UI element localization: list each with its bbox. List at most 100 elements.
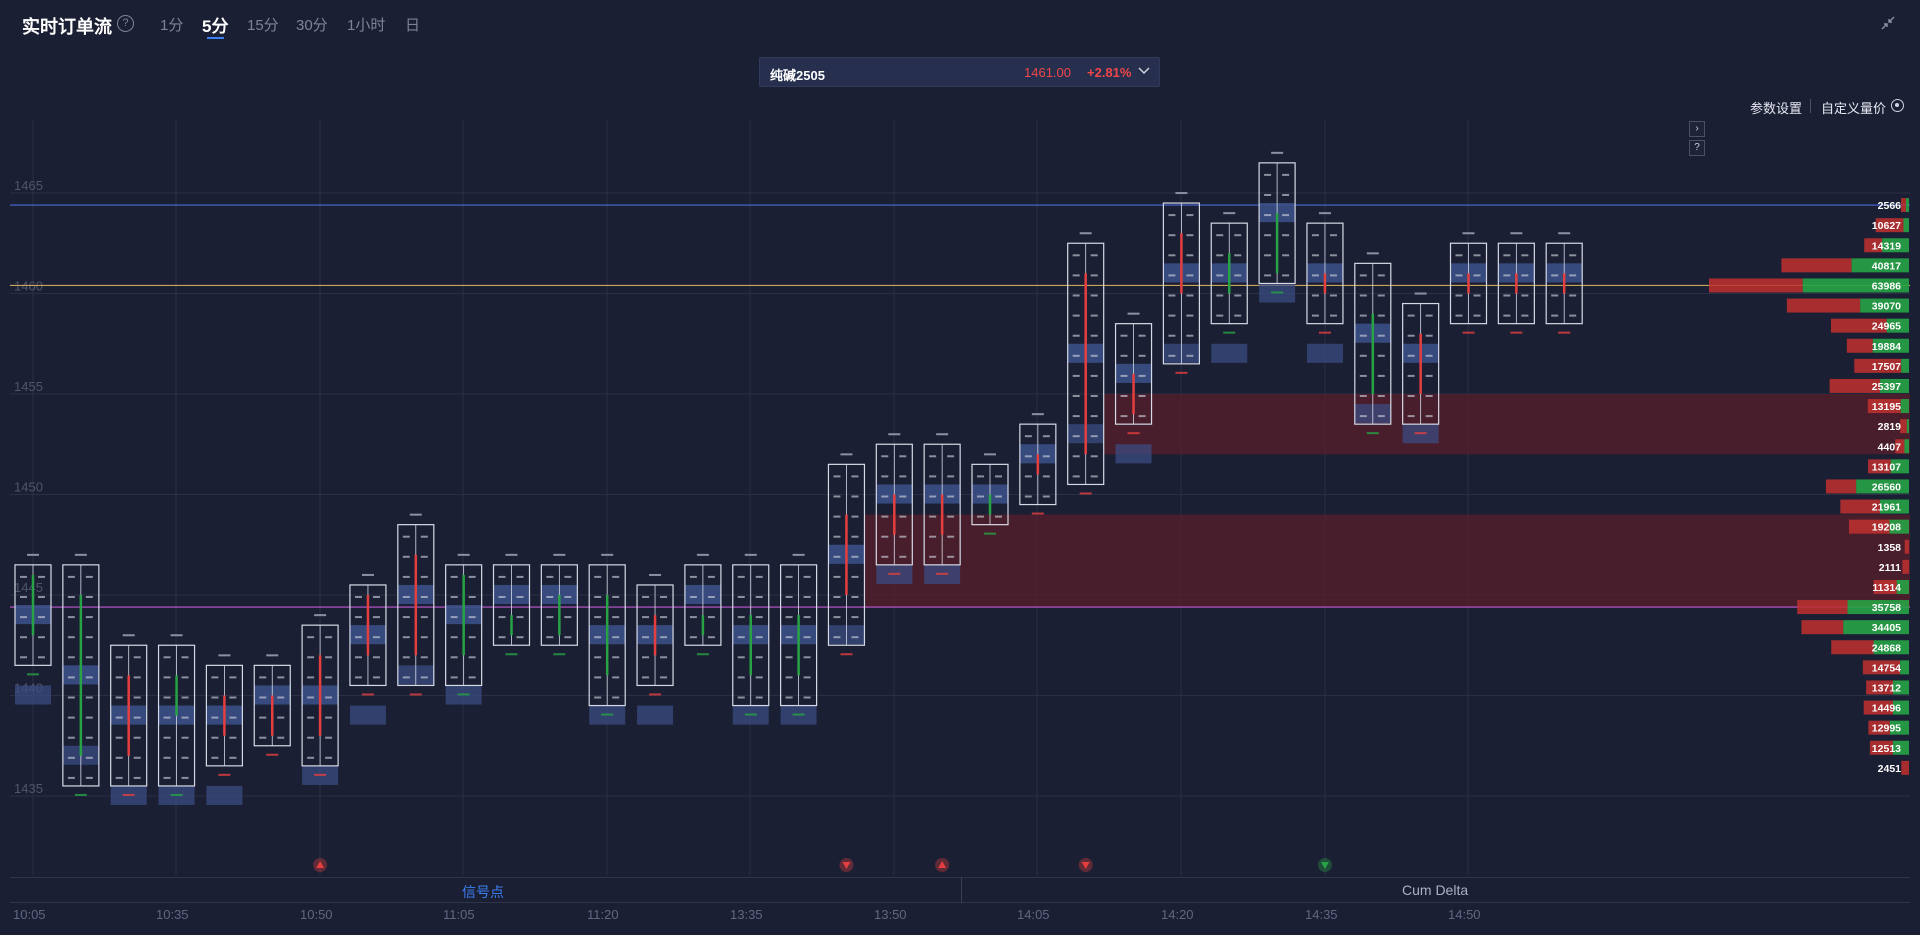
cell-ask-value [420,596,428,598]
cell-ask-value [277,736,285,739]
cell-bid-value [1503,294,1511,297]
cell-bid-value [833,515,841,518]
cell-bid-value [20,636,27,639]
cell-ask-value [1042,455,1050,458]
help-icon[interactable]: ? [117,15,134,32]
cell-ask-value [803,676,811,679]
price-tick-label: 1435 [14,781,43,796]
resistance-zone [1103,394,1910,455]
cell-bid-value [259,696,267,699]
tab-day[interactable]: 日 [405,17,421,34]
cell-bid-value [642,616,650,619]
cell-ask-value [468,596,476,598]
tab-signals[interactable]: 信号点 [462,884,504,900]
cell-ask-value [755,676,763,679]
candle-delta-label [888,572,901,575]
tab-5min[interactable]: 5分 [202,17,229,36]
volume-profile-sell [1868,720,1890,735]
cell-bid-value [737,616,745,619]
volume-profile-buy [1856,479,1909,494]
cell-bid-value [737,656,745,659]
cell-bid-value [1407,374,1415,377]
cell-ask-value [660,656,668,659]
cell-bid-value [833,575,841,578]
cell-bid-value [402,596,410,598]
cell-ask-value [612,596,620,598]
volume-profile-value: 21961 [1872,502,1901,514]
cell-ask-value [612,636,620,639]
tab-15min[interactable]: 15分 [247,17,279,34]
cell-ask-value [1521,294,1529,297]
cell-ask-value [1138,395,1146,397]
chart-help-button[interactable]: ? [1689,140,1705,156]
cell-ask-value [229,716,237,719]
cell-ask-value [133,756,141,759]
cell-bid-value [929,455,937,458]
cell-ask-value [947,555,955,558]
volume-profile-value: 34405 [1872,622,1901,634]
volume-profile-value: 2111 [1879,562,1901,574]
candle-header [457,553,470,556]
cell-bid-value [450,636,458,639]
tab-cum-delta[interactable]: Cum Delta [1402,882,1469,898]
volume-profile-value: 4407 [1878,441,1902,453]
symbol-name: 纯碱2505 [770,68,825,83]
cell-bid-value [785,656,793,659]
tab-1hour[interactable]: 1小时 [347,17,386,34]
cell-bid-value [881,535,889,538]
candle-delta-label [1414,432,1427,435]
collapse-icon[interactable] [1880,15,1896,31]
cell-bid-value [594,676,602,679]
symbol-selector[interactable]: 纯碱2505 1461.00 +2.81% [759,57,1160,87]
cell-ask-value [1234,234,1242,237]
footprint-chart[interactable]: 1465146014551450144514401435256610627143… [0,110,1920,875]
cell-bid-value [20,575,27,578]
cell-ask-value [707,575,715,578]
candle-delta-label [1079,492,1092,495]
params-settings-button[interactable]: 参数设置 [1750,101,1803,116]
value-cell [349,705,386,725]
cell-ask-value [468,575,476,578]
cell-ask-value [947,455,955,458]
cell-bid-value [402,535,410,538]
cell-bid-value [1264,274,1272,277]
volume-profile-sell [1786,298,1861,313]
cell-ask-value [1329,234,1337,237]
cell-bid-value [689,616,697,619]
volume-profile-buy [1851,258,1909,273]
cell-ask-value [851,575,859,578]
cell-ask-value [133,736,141,739]
volume-profile-buy [1882,238,1909,253]
next-button[interactable]: › [1689,121,1705,137]
price-tick-label: 1450 [14,480,43,495]
tab-30min[interactable]: 30分 [296,17,328,34]
volume-profile-buy [1843,620,1909,635]
chevron-down-icon[interactable] [1137,63,1151,77]
custom-volume-price-button[interactable]: 自定义量价 [1821,101,1887,116]
cell-bid-value [833,636,841,639]
cell-bid-value [354,656,362,659]
cell-ask-value [1282,254,1290,257]
cell-ask-value [1282,274,1290,277]
cell-ask-value [85,736,93,739]
volume-profile-value: 12995 [1872,723,1901,735]
cell-ask-value [803,575,811,578]
tab-1min[interactable]: 1分 [160,17,184,34]
page-title: 实时订单流 [22,17,112,37]
cell-ask-value [1377,374,1385,377]
cell-bid-value [737,696,745,699]
candle-header [1031,413,1044,416]
cell-bid-value [211,736,219,739]
cell-bid-value [450,596,458,598]
settings-icon[interactable] [1891,99,1904,112]
cell-ask-value [1234,314,1242,317]
volume-profile-value: 14754 [1872,662,1901,674]
cell-ask-value [1329,254,1337,257]
volume-profile-sell [1801,620,1844,635]
cell-bid-value [833,596,841,598]
candle-delta-label [1271,291,1284,294]
cell-ask-value [38,616,45,619]
cell-bid-value [1072,334,1080,337]
cell-ask-value [1377,274,1385,277]
cell-ask-value [803,656,811,659]
